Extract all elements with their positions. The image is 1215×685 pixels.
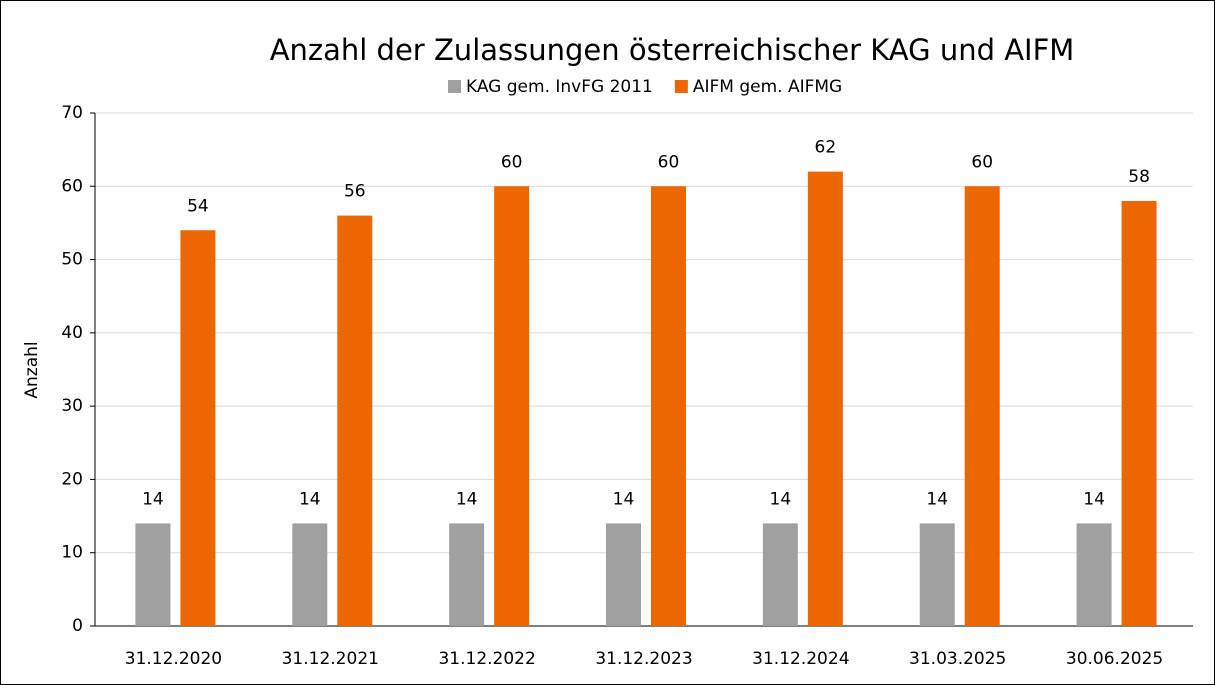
bar [449,523,485,626]
bar [180,230,216,626]
data-label: 14 [770,489,792,509]
data-label: 14 [613,489,635,509]
y-tick-label: 10 [61,543,83,563]
y-tick-label: 0 [72,616,83,636]
legend-swatch [674,80,688,93]
x-tick-label: 30.06.2025 [1066,649,1163,669]
bar [292,523,328,626]
data-label: 60 [658,152,680,172]
bar [1121,200,1157,626]
bar [651,186,686,627]
x-tick-label: 31.12.2021 [282,649,379,669]
x-tick-label: 31.12.2020 [125,649,222,669]
bar [337,215,373,626]
bar [135,523,171,626]
y-tick-label: 50 [61,250,83,270]
bar [762,523,798,626]
bar [606,523,641,626]
legend-label: AIFM gem. AIFMG [693,77,842,97]
x-tick-label: 31.12.2024 [752,649,849,669]
x-tick-label: 31.03.2025 [909,649,1006,669]
bar [807,171,843,626]
y-tick-label: 30 [61,396,83,416]
y-tick-label: 20 [61,469,83,489]
y-tick-label: 40 [61,323,83,343]
x-tick-label: 31.12.2023 [595,649,692,669]
legend-swatch [448,80,461,93]
data-label: 62 [815,138,837,158]
bar [964,186,1000,627]
data-label: 14 [142,489,164,509]
data-label: 54 [187,196,209,216]
chart-title: Anzahl der Zulassungen österreichischer … [270,33,1075,67]
x-tick-label: 31.12.2022 [438,649,535,669]
data-label: 14 [1083,489,1105,509]
data-label: 60 [501,152,523,172]
legend-label: KAG gem. InvFG 2011 [466,77,653,97]
bar [1076,523,1112,626]
data-label: 14 [299,489,321,509]
bar [919,523,955,626]
y-tick-label: 70 [61,103,83,123]
y-tick-label: 60 [61,176,83,196]
data-label: 58 [1128,167,1150,187]
data-label: 60 [971,152,993,172]
data-label: 14 [456,489,478,509]
bar [494,186,530,627]
y-axis-label: Anzahl [22,341,42,398]
data-label: 56 [344,182,366,202]
data-label: 14 [926,489,948,509]
